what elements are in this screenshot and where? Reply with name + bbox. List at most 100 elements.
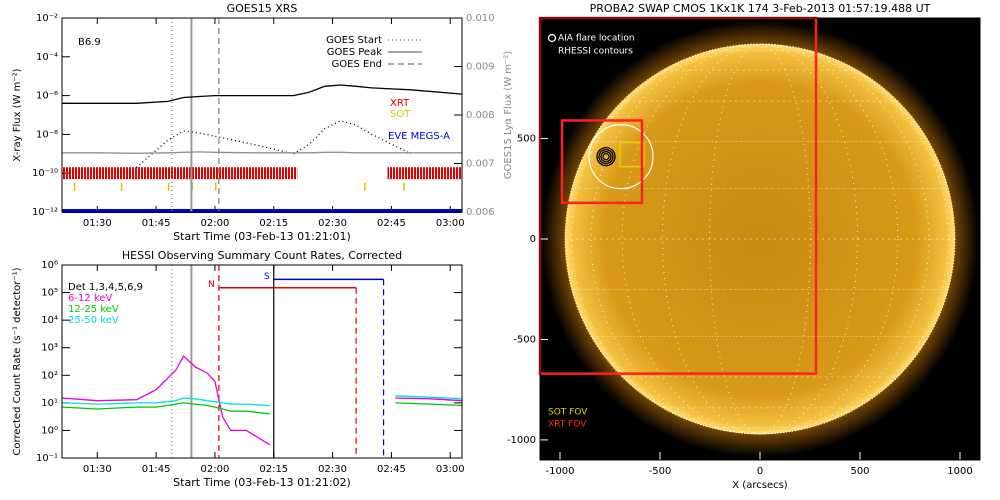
y-tick-label: 10⁰ (41, 425, 58, 436)
y-tick-label: 0 (530, 234, 536, 245)
series-line (395, 402, 463, 407)
x-tick-label: 500 (850, 466, 869, 477)
plot-frame (61, 17, 463, 213)
x-tick-label: -1000 (545, 466, 574, 477)
coverage-bar (363, 182, 366, 191)
rhessi-contour (602, 152, 610, 161)
legend-icon (547, 46, 557, 56)
chart-title: GOES15 XRS (227, 2, 298, 15)
x-tick-label: 02:45 (377, 218, 406, 229)
y-tick-label: 10⁵ (41, 288, 58, 299)
series-line (62, 84, 463, 104)
marker-label: S (264, 272, 270, 282)
series-line (395, 397, 463, 402)
coverage-label: XRT (390, 98, 410, 109)
sun-image (541, 20, 979, 458)
coverage-bar (120, 182, 123, 191)
y-tick-label: 10⁴ (41, 315, 58, 326)
legend-label: GOES Start (326, 35, 382, 46)
limb (564, 43, 956, 435)
x-axis-label: Start Time (03-Feb-13 01:21:01) (173, 230, 351, 243)
y-tick-label: -1000 (507, 435, 536, 446)
y-axis-label: Corrected Count Rate (s⁻¹ detector⁻¹) (12, 267, 23, 455)
x-tick-label: 02:45 (377, 464, 406, 475)
y2-tick-label: 0.009 (466, 62, 495, 73)
y-tick-label: 10⁻⁴ (36, 52, 58, 63)
x-tick-label: 02:30 (318, 464, 347, 475)
y-tick-label: 10⁻¹² (32, 207, 58, 218)
x-tick-label: 03:00 (436, 218, 465, 229)
coverage-bar (403, 182, 405, 191)
y-tick-label: 10⁻¹ (36, 453, 58, 464)
y2-tick-label: 0.006 (466, 207, 495, 218)
coverage-bar (73, 182, 76, 191)
series-line (136, 120, 412, 168)
legend-label: AIA flare location (558, 34, 635, 44)
y-tick-label: 10⁻⁸ (36, 129, 58, 140)
y-tick-label: 10⁻¹⁰ (32, 168, 58, 179)
y2-axis-label: GOES15 Lyα Flux (W m⁻²) (503, 51, 514, 179)
legend-label: RHESSI contours (558, 47, 633, 57)
legend-label: 6-12 keV (68, 293, 112, 304)
x-tick-label: 01:45 (142, 464, 171, 475)
x-tick-label: 02:30 (318, 218, 347, 229)
x-tick-label: -500 (649, 466, 672, 477)
series-line (61, 397, 270, 407)
fov-box (619, 141, 645, 168)
x-tick-label: 01:30 (83, 218, 112, 229)
legend-label: 25-50 keV (68, 315, 119, 326)
plot-frame (61, 264, 463, 459)
x-tick-label: 0 (757, 466, 763, 477)
coverage-label: EVE MEGS-A (388, 131, 450, 142)
y-tick-label: 10² (41, 370, 58, 381)
coverage-bar (167, 182, 170, 191)
y-axis-label: X-ray Flux (W m⁻²) (12, 68, 23, 161)
y-tick-label: 500 (517, 134, 536, 145)
y-tick-label: -500 (513, 334, 536, 345)
fov-box (560, 119, 644, 205)
legend-icon (547, 33, 557, 43)
fov-label: XRT FOV (548, 420, 587, 430)
series-line (62, 151, 462, 154)
x-tick-label: 01:30 (83, 464, 112, 475)
y2-tick-label: 0.007 (466, 159, 495, 170)
chart-title: PROBA2 SWAP CMOS 1Kx1K 174 3-Feb-2013 01… (590, 2, 931, 15)
x-tick-label: 01:45 (142, 218, 171, 229)
y2-tick-label: 0.010 (466, 13, 495, 24)
coverage-label: SOT (390, 109, 411, 120)
x-tick-label: 02:00 (201, 218, 230, 229)
legend-label: 12-25 keV (68, 304, 119, 315)
x-tick-label: 03:00 (436, 464, 465, 475)
y-tick-label: 10¹ (41, 398, 58, 409)
rhessi-contour (596, 146, 616, 167)
series-line (61, 354, 271, 446)
legend-label: GOES Peak (327, 47, 382, 58)
coverage-bar (62, 209, 462, 213)
x-tick-label: 02:15 (259, 218, 288, 229)
x-axis-label: Start Time (03-Feb-13 01:21:02) (173, 476, 351, 489)
x-tick-label: 1000 (947, 466, 972, 477)
legend-label: GOES End (332, 59, 382, 70)
solar-disk (565, 44, 955, 434)
chart-title: HESSI Observing Summary Count Rates, Cor… (122, 249, 402, 262)
flare-halo (588, 124, 654, 190)
y-tick-label: 10⁶ (41, 260, 58, 271)
coverage-bar (214, 182, 217, 191)
y-tick-label: 10³ (41, 343, 58, 354)
legend-title: Det 1,3,4,5,6,9 (68, 282, 143, 293)
series-line (61, 402, 270, 415)
fov-label: SOT FOV (548, 408, 588, 418)
rhessi-contour (600, 150, 612, 163)
rhessi-contour (598, 148, 614, 165)
x-axis-label: X (arcsecs) (732, 480, 788, 491)
plot-frame (539, 17, 981, 461)
coverage-bar (62, 167, 298, 180)
annotation: B6.9 (78, 37, 101, 48)
y-tick-label: 10⁻² (36, 13, 58, 24)
series-line (395, 395, 463, 400)
meridian-line (709, 43, 811, 435)
marker-label: N (208, 280, 215, 290)
y2-tick-label: 0.008 (466, 110, 495, 121)
x-tick-label: 02:15 (259, 464, 288, 475)
